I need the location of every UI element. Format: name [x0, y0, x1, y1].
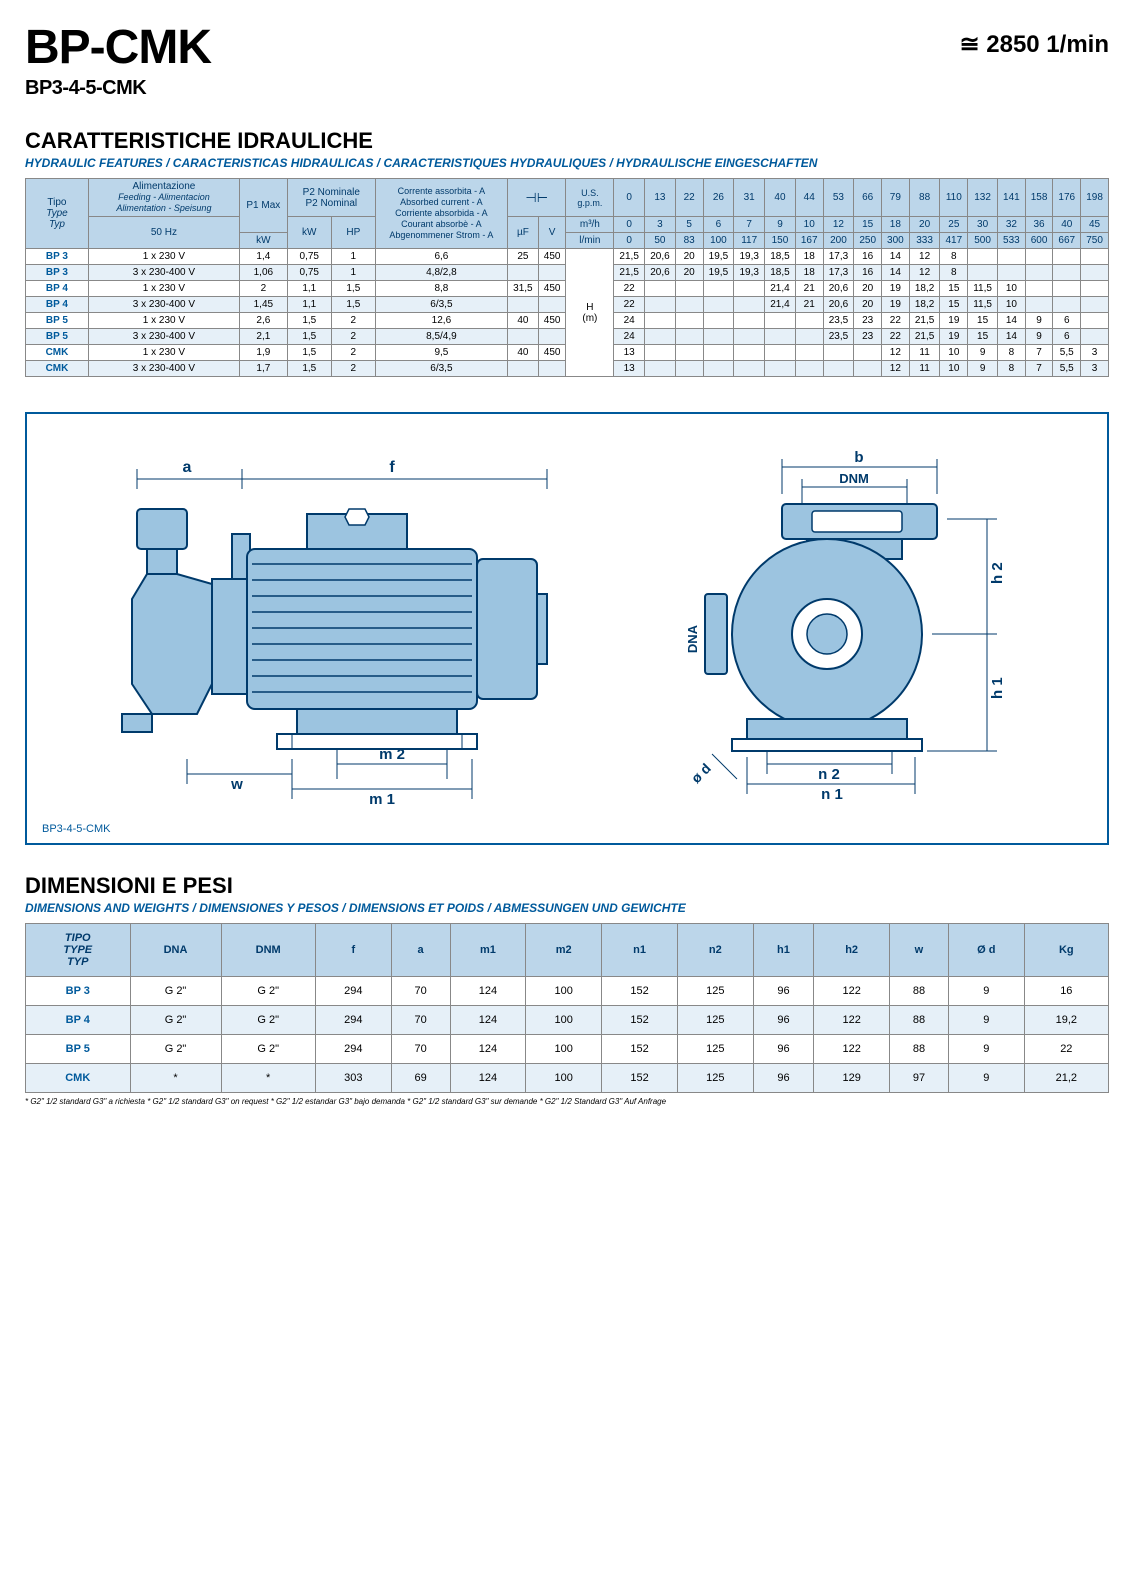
- svg-text:m 2: m 2: [379, 746, 405, 763]
- section2-subtitle: DIMENSIONS AND WEIGHTS / DIMENSIONES Y P…: [25, 901, 1109, 915]
- diagram-box: a f w m 2 m 1 b DNM DNA h 2 h 1 n 2 n 1 ø d BP3-4-5…: [25, 412, 1109, 845]
- svg-text:m 1: m 1: [369, 791, 395, 808]
- diagram-area: a f w m 2 m 1 b DNM DNA h 2 h 1 n 2 n 1 ø d: [42, 429, 1092, 819]
- hydraulic-table: TipoTypeTypAlimentazioneFeeding - Alimen…: [25, 178, 1109, 377]
- dimensions-table: TIPO TYPE TYPDNADNMfam1m2n1n2h1h2wØ dKgB…: [25, 923, 1109, 1093]
- rpm-label: ≅ 2850 1/min: [959, 30, 1109, 59]
- svg-text:h 1: h 1: [989, 677, 1006, 699]
- svg-text:DNM: DNM: [839, 471, 869, 486]
- svg-text:w: w: [230, 776, 243, 793]
- svg-text:h 2: h 2: [989, 562, 1006, 584]
- svg-text:f: f: [389, 459, 395, 476]
- svg-text:n 1: n 1: [821, 786, 843, 803]
- pump-side-view: a f w m 2 m 1: [77, 439, 567, 809]
- svg-text:ø d: ø d: [688, 760, 714, 786]
- page-title: BP-CMK: [25, 20, 211, 75]
- page-subtitle: BP3-4-5-CMK: [25, 77, 211, 100]
- header: BP-CMK BP3-4-5-CMK ≅ 2850 1/min: [25, 20, 1109, 100]
- svg-text:DNA: DNA: [685, 624, 700, 653]
- pump-front-view: b DNM DNA h 2 h 1 n 2 n 1 ø d: [637, 439, 1057, 809]
- section1-title: CARATTERISTICHE IDRAULICHE: [25, 128, 1109, 154]
- svg-text:a: a: [183, 459, 192, 476]
- svg-text:n 2: n 2: [818, 766, 840, 783]
- section2-title: DIMENSIONI E PESI: [25, 873, 1109, 899]
- svg-text:b: b: [854, 449, 863, 466]
- section1-subtitle: HYDRAULIC FEATURES / CARACTERISTICAS HID…: [25, 156, 1109, 170]
- footnote: * G2" 1/2 standard G3" a richiesta * G2"…: [25, 1097, 1109, 1106]
- diagram-caption: BP3-4-5-CMK: [42, 823, 1092, 835]
